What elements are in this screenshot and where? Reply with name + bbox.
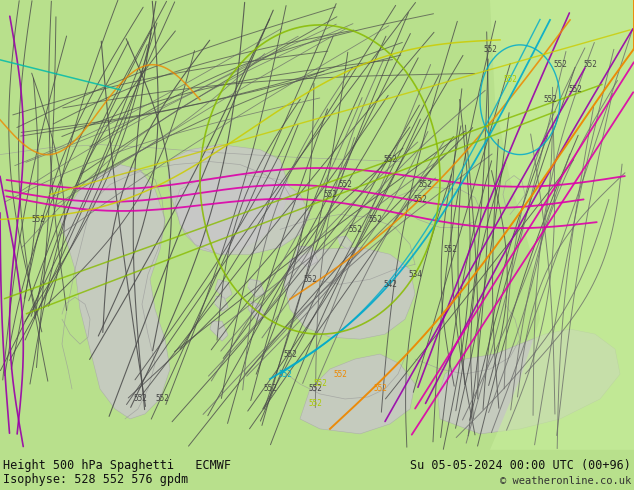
- Text: 552: 552: [31, 215, 45, 224]
- Text: 552: 552: [155, 394, 169, 403]
- Text: Isophyse: 528 552 576 gpdm: Isophyse: 528 552 576 gpdm: [3, 473, 188, 486]
- Text: 552: 552: [348, 225, 362, 234]
- Text: 552: 552: [373, 385, 387, 393]
- Text: 552: 552: [443, 245, 457, 254]
- Polygon shape: [215, 296, 228, 311]
- Text: Su 05-05-2024 00:00 UTC (00+96): Su 05-05-2024 00:00 UTC (00+96): [410, 459, 631, 472]
- Polygon shape: [60, 165, 170, 419]
- Text: 552: 552: [543, 95, 557, 104]
- Text: 552: 552: [418, 180, 432, 189]
- Text: 552: 552: [283, 349, 297, 359]
- Polygon shape: [210, 321, 228, 341]
- Text: 552: 552: [308, 399, 322, 409]
- Text: 542: 542: [383, 280, 397, 289]
- Text: 552: 552: [368, 215, 382, 224]
- Polygon shape: [284, 247, 415, 339]
- Text: 534: 534: [408, 270, 422, 279]
- Polygon shape: [338, 236, 352, 249]
- Text: 552: 552: [303, 275, 317, 284]
- Text: 552: 552: [383, 155, 397, 164]
- Text: 552: 552: [313, 379, 327, 389]
- Polygon shape: [168, 145, 290, 254]
- Text: 552: 552: [553, 60, 567, 69]
- Text: 552: 552: [503, 75, 517, 84]
- Text: Height 500 hPa Spaghetti   ECMWF: Height 500 hPa Spaghetti ECMWF: [3, 459, 231, 472]
- Text: 552: 552: [338, 180, 352, 189]
- Text: 552: 552: [263, 385, 277, 393]
- Text: 552: 552: [483, 46, 497, 54]
- Text: 552: 552: [333, 369, 347, 378]
- Text: 552: 552: [568, 85, 582, 94]
- Polygon shape: [438, 329, 620, 434]
- Polygon shape: [248, 279, 264, 297]
- Polygon shape: [215, 279, 232, 299]
- Polygon shape: [175, 174, 310, 254]
- Polygon shape: [295, 246, 318, 268]
- Text: 552: 552: [278, 369, 292, 378]
- Polygon shape: [490, 0, 634, 450]
- Polygon shape: [248, 301, 265, 321]
- Polygon shape: [300, 354, 415, 434]
- Text: 552: 552: [413, 195, 427, 204]
- Text: © weatheronline.co.uk: © weatheronline.co.uk: [500, 476, 631, 486]
- Text: 552: 552: [308, 385, 322, 393]
- Text: 552: 552: [323, 190, 337, 199]
- Text: 552: 552: [133, 394, 147, 403]
- Text: 552: 552: [583, 60, 597, 69]
